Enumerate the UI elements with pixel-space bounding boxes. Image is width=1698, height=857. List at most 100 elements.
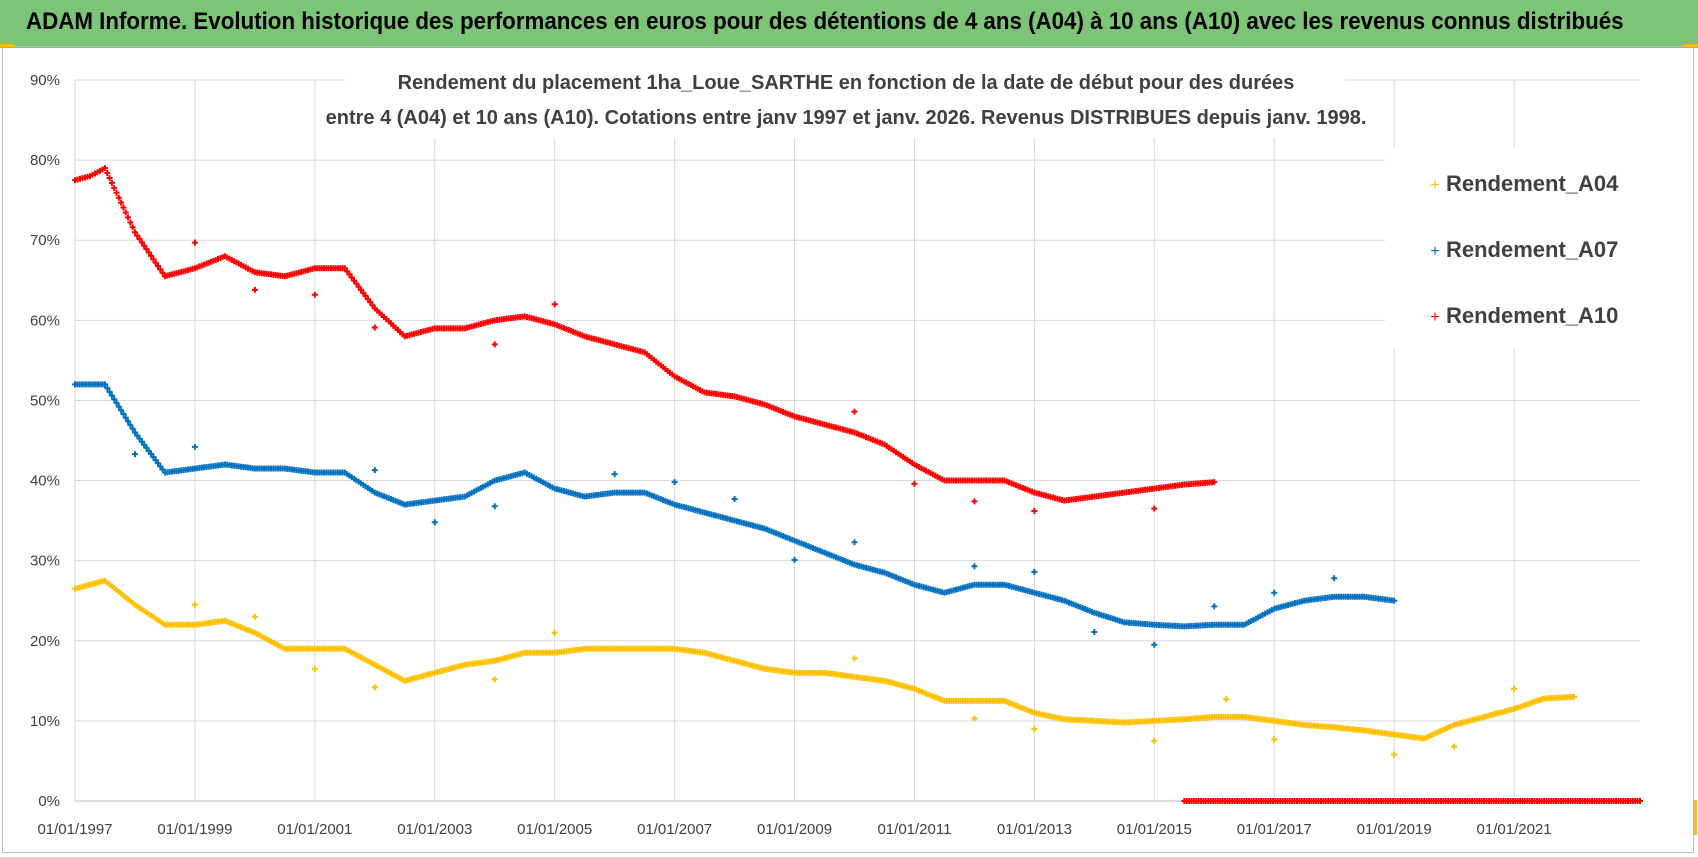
outlier-point — [851, 408, 858, 415]
data-point — [101, 165, 108, 172]
data-point — [355, 283, 362, 290]
outlier-point — [1271, 736, 1278, 743]
data-point — [159, 269, 166, 276]
corner-mark-top-left — [0, 44, 14, 47]
outlier-point — [1151, 737, 1158, 744]
data-point — [106, 174, 113, 181]
data-point — [120, 204, 127, 211]
outlier-point — [191, 443, 198, 450]
data-point — [118, 199, 125, 206]
corner-mark-top-right — [1684, 44, 1698, 47]
data-point — [122, 209, 129, 216]
outlier-point — [731, 495, 738, 502]
data-point — [131, 429, 138, 436]
data-point — [148, 252, 155, 259]
series-rendement-a04 — [72, 577, 1578, 742]
gridlines — [74, 79, 1640, 802]
outlier-point — [551, 629, 558, 636]
data-point — [360, 289, 367, 296]
legend-marker-a04: + — [1430, 177, 1439, 194]
outlier-point — [1151, 641, 1158, 648]
series-rendement-a10-zero- — [1181, 798, 1643, 804]
data-point — [148, 451, 155, 458]
legend-bg — [1385, 148, 1640, 348]
data-point — [136, 435, 143, 442]
data-point — [150, 454, 157, 461]
outlier-point — [431, 519, 438, 526]
data-point — [138, 438, 145, 445]
outliers-rendement-a04 — [191, 601, 1518, 758]
y-tick-label: 90% — [30, 72, 60, 89]
x-tick-label: 01/01/2015 — [1117, 821, 1192, 838]
legend-marker-a07: + — [1430, 243, 1439, 260]
outlier-point — [1511, 685, 1518, 692]
y-tick-label: 80% — [30, 152, 60, 169]
data-point — [155, 263, 162, 270]
data-point — [1391, 597, 1398, 604]
y-tick-label: 70% — [30, 232, 60, 249]
series-rendement-a10 — [72, 165, 1218, 504]
data-point — [357, 286, 364, 293]
x-tick-label: 01/01/2011 — [877, 821, 951, 838]
data-point — [367, 299, 374, 306]
outlier-point — [1391, 751, 1398, 758]
outlier-point — [971, 715, 978, 722]
data-point — [362, 292, 369, 299]
data-point — [143, 444, 150, 451]
legend: + Rendement_A04 + Rendement_A07 + Rendem… — [1385, 148, 1640, 348]
chart-title-bg — [345, 68, 1345, 138]
outlier-point — [791, 556, 798, 563]
outlier-point — [371, 467, 378, 474]
outlier-point — [191, 601, 198, 608]
data-point — [108, 179, 115, 186]
data-point — [157, 266, 164, 273]
data-point — [152, 457, 159, 464]
legend-label-a10: Rendement_A10 — [1446, 303, 1618, 328]
outlier-point — [1331, 575, 1338, 582]
series-rendement-a07 — [72, 381, 1398, 630]
outlier-point — [971, 563, 978, 570]
x-tick-label: 01/01/2001 — [277, 821, 352, 838]
outlier-point — [1031, 568, 1038, 575]
data-point — [125, 418, 132, 425]
data-point — [364, 296, 371, 303]
outlier-point — [311, 665, 318, 672]
data-point — [1637, 798, 1643, 804]
corner-mark-bottom-right — [1694, 800, 1697, 835]
outliers-rendement-a07 — [131, 443, 1338, 648]
data-point — [145, 447, 152, 454]
x-tick-label: 01/01/2013 — [997, 821, 1072, 838]
data-point — [129, 425, 136, 432]
data-point — [120, 411, 127, 418]
data-point — [118, 407, 125, 414]
data-point — [106, 388, 113, 395]
outlier-point — [1091, 628, 1098, 635]
data-point — [129, 224, 136, 231]
x-tick-label: 01/01/2005 — [517, 821, 592, 838]
outlier-point — [851, 655, 858, 662]
outlier-point — [551, 301, 558, 308]
outlier-point — [371, 324, 378, 331]
outlier-point — [911, 480, 918, 487]
data-point — [155, 460, 162, 467]
x-tick-label: 01/01/2017 — [1237, 821, 1312, 838]
x-tick-label: 01/01/2009 — [757, 821, 832, 838]
data-point — [111, 184, 118, 191]
outlier-point — [611, 471, 618, 478]
data-point — [134, 232, 141, 239]
y-tick-label: 50% — [30, 392, 60, 409]
page-title: ADAM Informe. Evolution historique des p… — [26, 8, 1624, 35]
outlier-point — [1223, 696, 1230, 703]
header-banner: ADAM Informe. Evolution historique des p… — [0, 0, 1698, 48]
outlier-point — [371, 684, 378, 691]
data-point — [134, 432, 141, 439]
data-point — [157, 463, 164, 470]
x-axis: 01/01/1997 01/01/1999 01/01/2001 01/01/2003… — [37, 800, 1640, 838]
data-point — [115, 194, 122, 201]
data-point — [348, 274, 355, 281]
outlier-point — [851, 539, 858, 546]
data-point — [369, 302, 376, 309]
y-tick-label: 10% — [30, 713, 60, 730]
outlier-point — [671, 479, 678, 486]
data-point — [101, 381, 108, 388]
